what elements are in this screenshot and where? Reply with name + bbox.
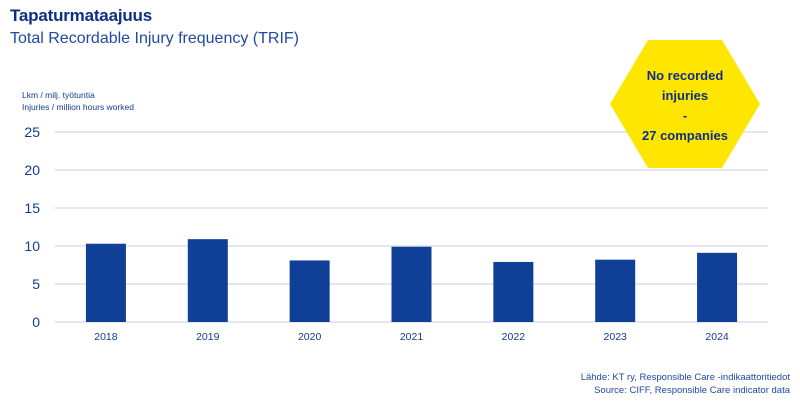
y-tick-label: 5 [32,276,40,292]
y-tick-label: 15 [24,200,40,216]
y-tick-label: 0 [32,314,40,330]
bar-2019 [187,239,228,322]
badge-hexagon [610,40,760,168]
y-tick-label: 25 [24,124,40,140]
bars [85,239,738,322]
badge-line-2: injuries [661,88,709,103]
x-tick-label: 2020 [298,331,322,343]
y-axis-label-en: Injuries / million hours worked [22,102,134,112]
bar-2018 [85,243,126,322]
bar-2022 [493,261,534,322]
y-tick-label: 10 [24,238,40,254]
chart-title: Tapaturmataajuus [10,6,152,25]
bar-2020 [289,260,330,322]
y-tick-label: 20 [24,162,40,178]
badge-text: No recorded injuries - 27 companies [612,66,758,146]
y-axis-label-fi: Lkm / milj. työtuntia [22,90,95,100]
bar-2024 [697,252,738,322]
x-tick-label: 2021 [400,331,424,343]
chart-subtitle: Total Recordable Injury frequency (TRIF) [10,30,299,47]
x-tick-label: 2022 [502,331,526,343]
y-tick-labels: 0 5 10 15 20 25 [24,124,40,330]
x-tick-label: 2024 [705,331,729,343]
badge-line-3: - [682,108,688,123]
x-tick-label: 2018 [94,331,118,343]
source-line-en: Source: CIFF, Responsible Care indicator… [594,385,790,396]
badge-line-4: 27 companies [642,128,728,143]
x-tick-label: 2023 [604,331,628,343]
source-line-fi: Lähde: KT ry, Responsible Care -indikaat… [580,372,790,383]
bar-2021 [391,246,432,322]
bar-2023 [595,259,636,322]
x-tick-label: 2019 [196,331,220,343]
x-tick-labels: 2018 2019 2020 2021 2022 2023 2024 [94,331,729,343]
badge-line-1: No recorded [646,68,724,83]
